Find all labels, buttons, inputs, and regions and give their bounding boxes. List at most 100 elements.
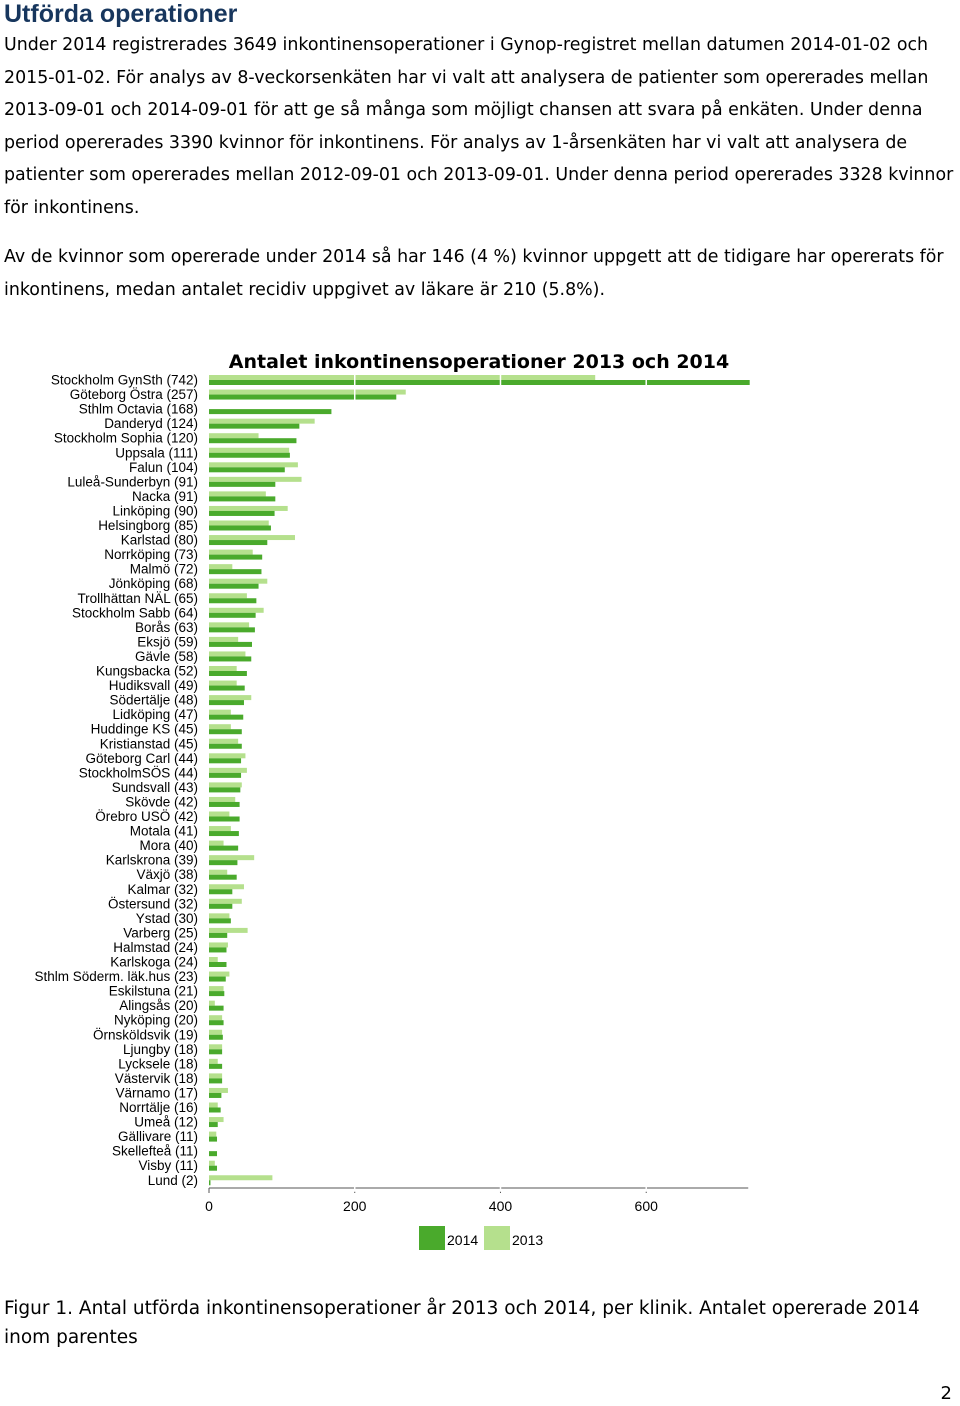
bar-2013 [209, 1058, 218, 1064]
category-label: Göteborg Carl (44) [85, 751, 198, 766]
x-tick-label: 400 [489, 1198, 513, 1214]
bar-2013 [209, 389, 406, 395]
category-label: Luleå-Sunderbyn (91) [67, 474, 198, 489]
bar-2014 [209, 598, 257, 604]
bar-2013 [209, 796, 236, 802]
category-label: Gällivare (11) [118, 1129, 198, 1144]
bar-2014 [209, 932, 228, 938]
category-label: Visby (11) [138, 1158, 198, 1173]
category-label: Lund (2) [148, 1173, 198, 1188]
bar-2013 [209, 1102, 218, 1108]
category-label: Trollhättan NÄL (65) [77, 591, 198, 606]
bar-2014 [209, 1005, 224, 1011]
category-label: Ystad (30) [136, 911, 198, 926]
bar-2014 [209, 700, 244, 706]
bar-chart: Antalet inkontinensoperationer 2013 och … [34, 351, 750, 1250]
x-tick-label: 0 [205, 1198, 213, 1214]
bar-2013 [209, 1029, 223, 1035]
bar-2013 [209, 520, 269, 526]
category-label: Huddinge KS (45) [91, 722, 198, 737]
bar-2014 [209, 758, 242, 764]
x-tick-label: 600 [635, 1198, 659, 1214]
bar-2014 [209, 976, 226, 982]
bar-2013 [209, 1087, 228, 1093]
category-label: Skellefteå (11) [112, 1144, 198, 1159]
bar-2013 [209, 666, 237, 671]
category-label: Eskilstuna (21) [109, 984, 198, 999]
category-label: Borås (63) [135, 620, 198, 635]
bar-2014 [209, 671, 247, 676]
bar-2013 [209, 957, 218, 962]
bar-2013 [209, 622, 250, 628]
category-label: Göteborg Östra (257) [70, 387, 198, 402]
bar-2014 [209, 816, 240, 822]
legend-label-2014: 2014 [447, 1232, 478, 1248]
bar-2013 [209, 433, 259, 439]
bar-2014 [209, 627, 255, 633]
figure-caption: Figur 1. Antal utförda inkontinensoperat… [4, 1298, 920, 1348]
category-label: Östersund (32) [108, 896, 198, 911]
category-label: Gävle (58) [135, 649, 198, 664]
category-label: Norrköping (73) [104, 547, 198, 562]
bar-2014 [209, 554, 263, 560]
bar-2013 [209, 1175, 273, 1181]
bar-2014 [209, 1107, 221, 1113]
bar-2014 [209, 583, 259, 589]
bar-2014 [209, 947, 227, 953]
bar-2013 [209, 869, 228, 875]
bar-2013 [209, 1073, 223, 1079]
category-label: Stockholm Sophia (120) [54, 431, 198, 446]
bar-2014 [209, 845, 239, 851]
category-label: Karlskoga (24) [110, 955, 198, 970]
category-label: Uppsala (111) [115, 445, 198, 460]
bar-2014 [209, 729, 242, 735]
page-number: 2 [940, 1383, 952, 1404]
bar-2014 [209, 612, 256, 618]
bar-2013 [209, 753, 246, 759]
bar-2013 [209, 491, 266, 497]
bar-2014 [209, 787, 241, 793]
bar-2013 [209, 375, 596, 380]
bar-2013 [209, 1160, 215, 1166]
bar-2014 [209, 962, 227, 967]
bar-2013 [209, 942, 228, 948]
legend-swatch-2014 [419, 1226, 445, 1250]
category-label: Eksjö (59) [137, 634, 198, 649]
bar-2013 [209, 971, 230, 977]
category-label: Växjö (38) [136, 867, 198, 882]
chart-x-axis: 0 200 400 600 [205, 1187, 749, 1214]
category-label: Falun (104) [129, 460, 198, 475]
category-label: Danderyd (124) [104, 416, 198, 431]
category-label: Sthlm Octavia (168) [79, 402, 198, 417]
category-label: Södertälje (48) [109, 693, 198, 708]
category-label: Lidköping (47) [112, 707, 198, 722]
bar-2014 [209, 1049, 223, 1055]
bar-2013 [209, 913, 230, 919]
legend-swatch-2013 [484, 1226, 510, 1250]
bar-2013 [209, 709, 231, 715]
bar-2014 [209, 394, 397, 400]
recidiv-paragraph: Av de kvinnor som opererade under 2014 s… [4, 247, 944, 300]
category-label: Sundsvall (43) [112, 780, 198, 795]
bar-2013 [209, 593, 247, 599]
bar-2014 [209, 1034, 223, 1040]
bar-2014 [209, 510, 275, 516]
bar-2014 [209, 1180, 211, 1186]
bar-2014 [209, 685, 245, 691]
category-label: Värnamo (17) [115, 1085, 198, 1100]
x-tick-label: 200 [343, 1198, 367, 1214]
bar-2013 [209, 884, 244, 890]
bar-2013 [209, 767, 247, 773]
bar-2013 [209, 724, 231, 730]
bar-2013 [209, 578, 268, 584]
category-label: Motala (41) [130, 824, 198, 839]
bar-2014 [209, 1151, 218, 1157]
bar-2013 [209, 986, 224, 992]
bar-2013 [209, 535, 295, 541]
bar-2013 [209, 927, 248, 933]
category-label: Sthlm Söderm. läk.hus (23) [34, 969, 198, 984]
category-label: Linköping (90) [112, 503, 198, 518]
bar-2013 [209, 826, 231, 832]
chart-legend: 2014 2013 [419, 1226, 543, 1250]
bar-2013 [209, 1117, 224, 1123]
